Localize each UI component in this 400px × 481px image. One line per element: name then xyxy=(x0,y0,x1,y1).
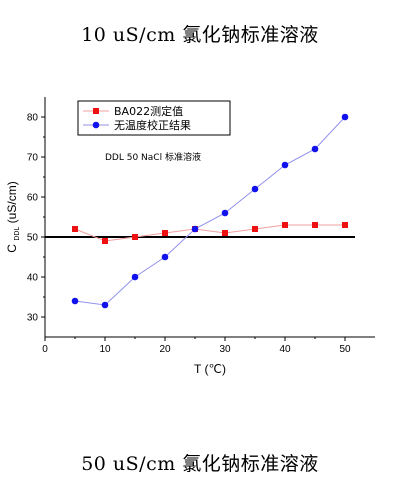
x-tick-label: 50 xyxy=(339,344,351,355)
series-1-point xyxy=(162,230,168,236)
chart-annotation: DDL 50 NaCl 标准溶液 xyxy=(105,151,201,163)
x-tick-label: 40 xyxy=(279,344,291,355)
series-2-point xyxy=(341,113,349,121)
chart-heading-top: 10 uS/cm 氯化钠标准溶液 xyxy=(81,24,319,46)
series-2-point xyxy=(101,301,109,309)
y-tick-label: 30 xyxy=(27,313,39,324)
series-2-point xyxy=(191,225,199,233)
series-1-point xyxy=(282,222,288,228)
series-1-point xyxy=(222,230,228,236)
series-1-point xyxy=(312,222,318,228)
y-tick-label: 80 xyxy=(27,113,39,124)
series-1-point xyxy=(252,226,258,232)
y-axis-label-main: C xyxy=(5,244,19,253)
y-axis-label-unit: (uS/cm) xyxy=(5,181,19,223)
y-axis-label-subscript: DDL xyxy=(14,227,21,241)
series-2-point xyxy=(161,253,169,261)
x-tick-label: 30 xyxy=(219,344,231,355)
legend-label: 无温度校正结果 xyxy=(114,118,191,132)
y-tick-label: 70 xyxy=(27,153,39,164)
series-1-point xyxy=(72,226,78,232)
y-tick-label: 50 xyxy=(27,233,39,244)
x-axis-label: T (℃) xyxy=(194,362,226,376)
series-2-point xyxy=(311,145,319,153)
x-tick-label: 0 xyxy=(42,344,48,355)
series-2-point xyxy=(251,185,259,193)
series-line-2 xyxy=(74,116,346,306)
x-tick-label: 10 xyxy=(99,344,111,355)
series-2-point xyxy=(131,273,139,281)
series-line-1 xyxy=(74,224,345,242)
y-tick-label: 40 xyxy=(27,273,39,284)
series-2-point xyxy=(71,297,79,305)
series-2-point xyxy=(221,209,229,217)
legend-marker-circle xyxy=(92,121,100,129)
series-1-point xyxy=(132,234,138,240)
legend-label: BA022测定值 xyxy=(114,104,183,118)
y-axis-label: C DDL (uS/cm) xyxy=(5,181,22,252)
series-1-point xyxy=(342,222,348,228)
series-1-point xyxy=(102,238,108,244)
legend-box xyxy=(77,100,231,136)
legend-marker-square xyxy=(93,108,99,114)
y-tick-label: 60 xyxy=(27,193,39,204)
x-tick-label: 20 xyxy=(159,344,171,355)
axes: 0 10 20 30 40 50 30 40 50 60 70 80 xyxy=(27,97,375,355)
chart-heading-bottom: 50 uS/cm 氯化钠标准溶液 xyxy=(81,453,319,475)
data-marks xyxy=(45,113,355,309)
series-2-point xyxy=(281,161,289,169)
